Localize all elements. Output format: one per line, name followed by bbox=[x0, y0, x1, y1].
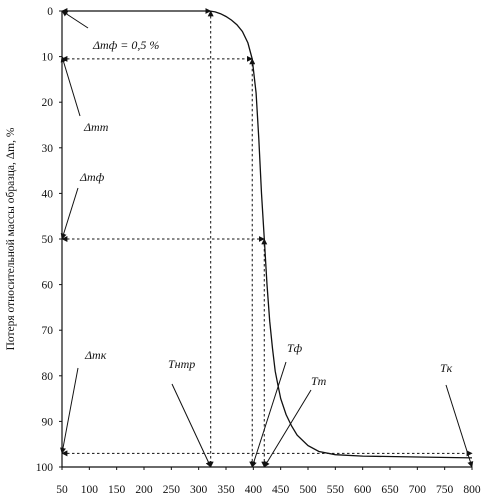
y-tick-label: 80 bbox=[42, 371, 54, 383]
x-tick-label: 250 bbox=[163, 484, 181, 496]
annotation-arrow bbox=[60, 56, 81, 117]
x-tick-label: 650 bbox=[381, 484, 399, 496]
annotation-label: Tк bbox=[440, 361, 453, 375]
annotation-arrow bbox=[60, 367, 79, 454]
x-tick-label: 700 bbox=[409, 484, 427, 496]
annotation-label: Δmф bbox=[79, 170, 105, 184]
x-tick-label: 200 bbox=[135, 484, 153, 496]
annotation-arrow bbox=[60, 187, 79, 240]
x-tick-label: 800 bbox=[463, 484, 481, 496]
y-tick-label: 100 bbox=[36, 462, 54, 474]
y-tick-label: 30 bbox=[42, 143, 54, 155]
y-tick-label: 0 bbox=[47, 6, 53, 18]
x-tick-label: 100 bbox=[81, 484, 99, 496]
x-tick-label: 150 bbox=[108, 484, 126, 496]
annotation-arrow bbox=[61, 10, 89, 29]
annotation-label: Δmт bbox=[83, 120, 109, 134]
y-tick-label: 70 bbox=[42, 325, 54, 337]
tick-labels: 50 100 150 200 250 300 350 400 450 500 550 600 650 70… bbox=[36, 6, 481, 496]
y-tick-label: 90 bbox=[42, 416, 54, 428]
annotation-label: Δmф = 0,5 % bbox=[92, 38, 159, 52]
y-tick-label: 20 bbox=[42, 97, 54, 109]
y-tick-label: 60 bbox=[42, 280, 54, 292]
annotation-arrow bbox=[263, 389, 312, 468]
x-tick-label: 550 bbox=[327, 484, 345, 496]
annotation-label: Δmк bbox=[84, 348, 107, 362]
y-axis-label: Потеря относительной массы образца, Δm, … bbox=[5, 127, 17, 350]
reference-lines bbox=[61, 8, 473, 468]
x-tick-label: 400 bbox=[245, 484, 263, 496]
x-tick-label: 750 bbox=[436, 484, 454, 496]
mass-loss-curve bbox=[62, 10, 473, 459]
annotation-label: Tф bbox=[287, 341, 303, 355]
y-tick-label: 10 bbox=[42, 52, 54, 64]
y-tick-label: 50 bbox=[42, 234, 54, 246]
annotation-label: Tт bbox=[311, 374, 327, 388]
annotation-arrow bbox=[445, 384, 474, 468]
x-tick-label: 300 bbox=[190, 484, 208, 496]
x-tick-label: 600 bbox=[354, 484, 372, 496]
annotation-arrow bbox=[171, 383, 212, 468]
x-tick-label: 50 bbox=[56, 484, 68, 496]
annotations: Δmф = 0,5 % Δmт Δmф Δmк Tнтр Tф Tт Tк bbox=[60, 10, 474, 468]
series-layer bbox=[62, 10, 473, 459]
x-tick-label: 450 bbox=[272, 484, 290, 496]
x-tick-label: 350 bbox=[217, 484, 235, 496]
plot-axes bbox=[59, 10, 473, 470]
annotation-arrow bbox=[251, 361, 287, 468]
annotation-label: Tнтр bbox=[168, 357, 195, 371]
y-tick-label: 40 bbox=[42, 188, 54, 200]
x-tick-label: 500 bbox=[299, 484, 317, 496]
